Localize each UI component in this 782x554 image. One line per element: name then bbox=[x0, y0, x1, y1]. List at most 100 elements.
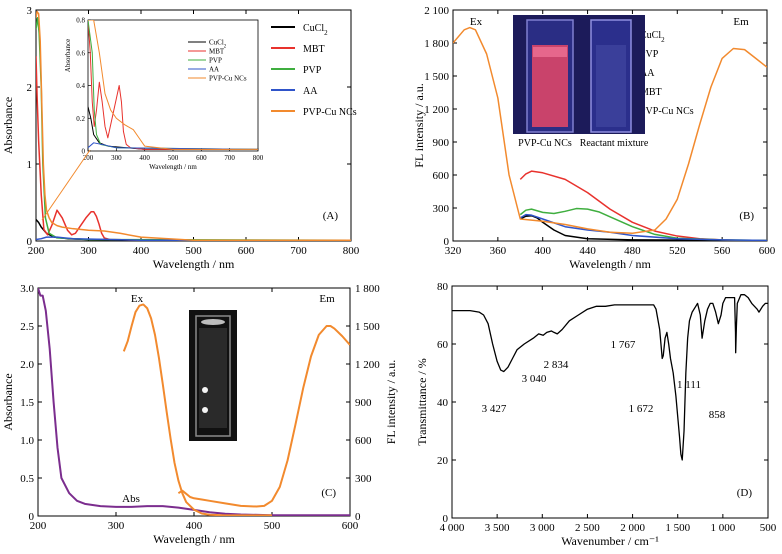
peak-label: 858 bbox=[709, 409, 726, 421]
panel-b-axes: 320 360 400 440 480 520 560 600 0 300 600 900 1 200 1… bbox=[412, 5, 776, 271]
vial-photo bbox=[513, 15, 645, 134]
x-tick-label: 500 bbox=[760, 522, 777, 534]
inset-x-tick-label: 400 bbox=[139, 154, 150, 162]
legend-entry: AA bbox=[303, 86, 318, 97]
x-tick-label: 320 bbox=[445, 245, 462, 257]
panel-a-axes: 200 300 400 500 600 700 800 0 1 2 3 Wavelength / nm… bbox=[1, 5, 360, 271]
photo-caption-left: PVP-Cu NCs bbox=[518, 138, 572, 149]
x-axis-title: Wavenumber / cm⁻¹ bbox=[561, 534, 659, 548]
x-axis-title: Wavelength / nm bbox=[153, 532, 235, 546]
series-line bbox=[453, 26, 767, 235]
inset-x-tick-label: 500 bbox=[168, 154, 179, 162]
y-tick-label: 60 bbox=[437, 339, 449, 351]
x-tick-label: 360 bbox=[490, 245, 507, 257]
vial-liquid bbox=[199, 328, 227, 428]
inset-series-line bbox=[88, 20, 258, 150]
y-right-tick-label: 300 bbox=[355, 473, 372, 485]
x-tick-label: 2 000 bbox=[620, 522, 645, 534]
x-tick-label: 400 bbox=[534, 245, 551, 257]
vial-cap bbox=[201, 319, 225, 325]
legend-entry: CuCl2 bbox=[640, 30, 665, 44]
inset-series-group bbox=[88, 20, 258, 150]
y-right-tick-label: 600 bbox=[355, 435, 372, 447]
legend-entry: MBT bbox=[303, 44, 325, 55]
x-tick-label: 500 bbox=[185, 245, 202, 257]
peak-label: 2 834 bbox=[544, 359, 569, 371]
inset-x-tick-label: 300 bbox=[111, 154, 122, 162]
x-tick-label: 800 bbox=[343, 245, 360, 257]
x-tick-label: 600 bbox=[759, 245, 776, 257]
peak-label: 3 040 bbox=[522, 373, 547, 385]
inset-legend-entry: AA bbox=[209, 66, 219, 74]
x-tick-label: 3 500 bbox=[485, 522, 510, 534]
series-line bbox=[36, 10, 351, 241]
inset-x-tick-label: 700 bbox=[224, 154, 235, 162]
inset-x-tick-label: 800 bbox=[253, 154, 264, 162]
x-tick-label: 300 bbox=[80, 245, 97, 257]
panel-label: (A) bbox=[323, 210, 339, 222]
series-line bbox=[519, 207, 767, 241]
y-right-tick-label: 900 bbox=[355, 397, 372, 409]
inset-y-tick-label: 0.4 bbox=[76, 82, 85, 90]
x-tick-label: 400 bbox=[186, 520, 203, 532]
inset-y-tick-label: 0.2 bbox=[76, 115, 85, 123]
y-tick-label: 600 bbox=[433, 170, 450, 182]
glow-spot bbox=[202, 387, 208, 393]
x-tick-label: 700 bbox=[290, 245, 307, 257]
y-tick-label: 1 800 bbox=[424, 38, 449, 50]
vial-left-meniscus bbox=[533, 47, 567, 57]
y-axis-title: Absorbance bbox=[1, 97, 15, 154]
x-tick-label: 600 bbox=[342, 520, 359, 532]
x-axis-title: Wavelength / nm bbox=[153, 257, 235, 271]
x-tick-label: 500 bbox=[264, 520, 281, 532]
legend-entry: CuCl2 bbox=[303, 23, 328, 37]
y-tick-label: 1 200 bbox=[424, 104, 449, 116]
vial-photo bbox=[189, 310, 237, 441]
y-tick-label: 0 bbox=[27, 236, 33, 248]
y-tick-label: 0 bbox=[444, 236, 450, 248]
inset-pointer bbox=[41, 149, 91, 221]
y-tick-label: 2 100 bbox=[424, 5, 449, 17]
series-line bbox=[177, 325, 350, 508]
x-tick-label: 4 000 bbox=[440, 522, 465, 534]
glow-spot bbox=[202, 407, 208, 413]
annotation-abs: Abs bbox=[122, 493, 140, 505]
inset-y-axis-title: Absorbance bbox=[64, 39, 72, 72]
x-axis-title: Wavelength / nm bbox=[569, 257, 651, 271]
y-axis-title: Absorbance bbox=[1, 373, 15, 430]
x-tick-label: 560 bbox=[714, 245, 731, 257]
x-tick-label: 3 000 bbox=[530, 522, 555, 534]
plot-frame bbox=[451, 285, 769, 519]
annotation-ex: Ex bbox=[131, 293, 144, 305]
legend-entry: MBT bbox=[640, 87, 662, 98]
panel-c-axes: 200 300 400 500 60000.51.01.52.02.53.0Wavele… bbox=[1, 283, 398, 546]
inset-x-axis-title: Wavelength / nm bbox=[149, 163, 197, 171]
inset-x-tick-label: 200 bbox=[83, 154, 94, 162]
inset-legend-entry: PVP bbox=[209, 57, 222, 65]
x-tick-label: 200 bbox=[28, 245, 45, 257]
y-tick-label: 1.0 bbox=[20, 435, 34, 447]
legend-entry: PVP-Cu NCs bbox=[640, 106, 694, 117]
inset-plot: 200 300 400 500 600 700 800 0 0.2 0.4 0.6 0.8 Wavele… bbox=[64, 17, 264, 172]
series-line bbox=[38, 288, 350, 516]
inset-y-tick-label: 0.6 bbox=[76, 49, 85, 57]
peak-label: 1 111 bbox=[677, 379, 701, 391]
series-group bbox=[452, 294, 768, 461]
y-tick-label: 0 bbox=[443, 513, 449, 525]
series-line bbox=[519, 214, 767, 241]
y-axis-title: Transmittance / % bbox=[415, 358, 429, 446]
annotation-em: Em bbox=[733, 16, 749, 28]
vial-outline bbox=[195, 315, 231, 437]
y-right-tick-label: 0 bbox=[355, 511, 361, 523]
y-tick-label: 900 bbox=[433, 137, 450, 149]
y-tick-label: 20 bbox=[437, 455, 449, 467]
vial-right-liquid bbox=[596, 45, 626, 127]
photo-caption-right: Reactant mixture bbox=[580, 138, 649, 149]
x-tick-label: 520 bbox=[669, 245, 686, 257]
series-line bbox=[519, 213, 767, 241]
peak-label: 1 672 bbox=[629, 403, 654, 415]
x-tick-label: 600 bbox=[238, 245, 255, 257]
legend-entry: AA bbox=[640, 68, 655, 79]
x-tick-label: 400 bbox=[133, 245, 150, 257]
